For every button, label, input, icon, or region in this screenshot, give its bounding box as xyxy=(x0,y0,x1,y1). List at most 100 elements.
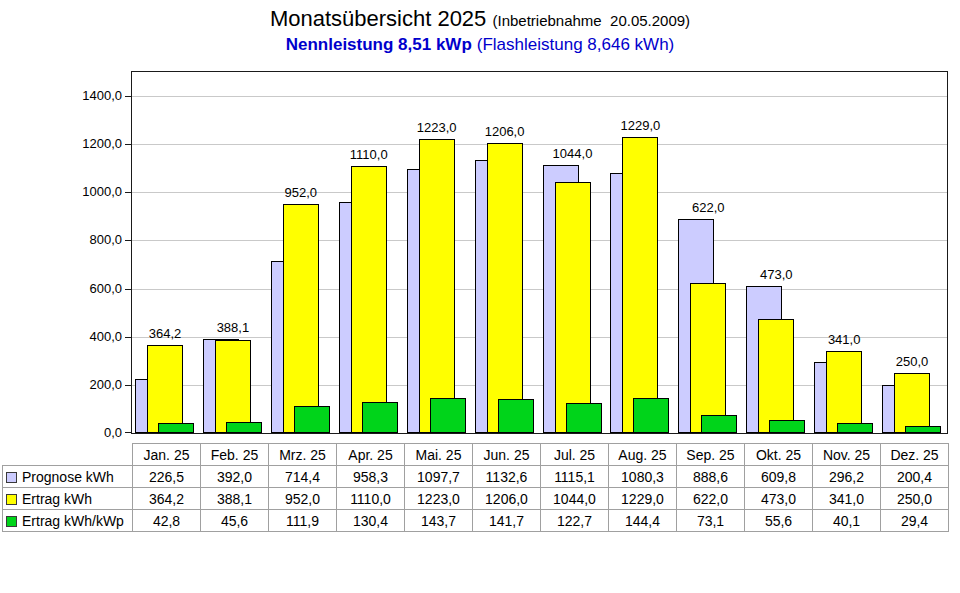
table-value-ertrag-kwh-kwp-jun-25: 141,7 xyxy=(473,510,541,532)
chart-title-note: (Inbetriebnahme 20.05.2009) xyxy=(492,12,690,29)
legend-cell-ertrag-kwh: Ertrag kWh xyxy=(3,488,133,510)
bar-ertrag-kwh-kwp-sep-25 xyxy=(701,415,737,433)
month-header-sep-25: Sep. 25 xyxy=(677,444,745,466)
solar-monthly-report: Monatsübersicht 2025 (Inbetriebnahme 20.… xyxy=(0,0,960,593)
month-header-dez-25: Dez. 25 xyxy=(881,444,949,466)
legend-label: Ertrag kWh xyxy=(22,491,92,507)
table-value-ertrag-kwh-feb-25: 388,1 xyxy=(201,488,269,510)
bar-ertrag-kwh-kwp-dez-25 xyxy=(905,426,941,433)
month-header-mai-25: Mai. 25 xyxy=(405,444,473,466)
gridline xyxy=(132,96,947,97)
bar-ertrag-kwh-dez-25 xyxy=(894,373,930,433)
bar-ertrag-kwh-kwp-mrz-25 xyxy=(294,406,330,433)
month-header-mrz-25: Mrz. 25 xyxy=(269,444,337,466)
bar-value-label-apr-25: 1110,0 xyxy=(314,147,424,162)
table-value-prognose-kwh-dez-25: 200,4 xyxy=(881,466,949,488)
bar-ertrag-kwh-kwp-aug-25 xyxy=(633,398,669,433)
legend-marker-ertrag-kwh xyxy=(6,494,17,505)
y-axis-tick-label: 1400,0 xyxy=(62,88,122,104)
bar-ertrag-kwh-mrz-25 xyxy=(283,204,319,433)
legend-marker-ertrag-kwh-kwp xyxy=(6,516,17,527)
y-axis-tick-label: 200,0 xyxy=(62,377,122,393)
plot-area: 0,0200,0400,0600,0800,01000,01200,01400,… xyxy=(131,71,948,434)
table-value-ertrag-kwh-jul-25: 1044,0 xyxy=(541,488,609,510)
chart-subtitle-line: Nennleistung 8,51 kWp (Flashleistung 8,64… xyxy=(0,34,960,55)
month-header-apr-25: Apr. 25 xyxy=(337,444,405,466)
gridline xyxy=(132,240,947,241)
table-value-ertrag-kwh-kwp-aug-25: 144,4 xyxy=(609,510,677,532)
gridline xyxy=(132,289,947,290)
chart-title: Monatsübersicht 2025 xyxy=(270,6,486,31)
table-value-ertrag-kwh-kwp-jul-25: 122,7 xyxy=(541,510,609,532)
y-axis-tick-label: 1200,0 xyxy=(62,136,122,152)
table-value-ertrag-kwh-apr-25: 1110,0 xyxy=(337,488,405,510)
table-value-ertrag-kwh-sep-25: 622,0 xyxy=(677,488,745,510)
table-value-ertrag-kwh-kwp-nov-25: 40,1 xyxy=(813,510,881,532)
bar-ertrag-kwh-kwp-okt-25 xyxy=(769,420,805,433)
table-value-ertrag-kwh-jan-25: 364,2 xyxy=(133,488,201,510)
bar-value-label-mrz-25: 952,0 xyxy=(246,185,356,200)
chart-subtitle-bold: Nennleistung 8,51 kWp xyxy=(286,35,472,54)
y-axis-tick-label: 1000,0 xyxy=(62,184,122,200)
table-value-ertrag-kwh-aug-25: 1229,0 xyxy=(609,488,677,510)
y-axis-tick xyxy=(125,289,132,290)
table-row-prognose-kwh: Prognose kWh226,5392,0714,4958,31097,7 11… xyxy=(3,466,949,488)
table-corner-cell xyxy=(3,444,133,466)
bar-ertrag-kwh-kwp-jun-25 xyxy=(498,399,534,433)
table-value-ertrag-kwh-kwp-dez-25: 29,4 xyxy=(881,510,949,532)
table-value-prognose-kwh-mai-25: 1097,7 xyxy=(405,466,473,488)
bar-value-label-aug-25: 1229,0 xyxy=(585,118,695,133)
bar-value-label-okt-25: 473,0 xyxy=(721,267,831,282)
table-value-prognose-kwh-okt-25: 609,8 xyxy=(745,466,813,488)
y-axis-tick xyxy=(125,385,132,386)
bar-ertrag-kwh-kwp-feb-25 xyxy=(226,422,262,433)
bar-ertrag-kwh-kwp-nov-25 xyxy=(837,423,873,433)
y-axis-tick-label: 600,0 xyxy=(62,281,122,297)
month-header-jul-25: Jul. 25 xyxy=(541,444,609,466)
table-value-ertrag-kwh-jun-25: 1206,0 xyxy=(473,488,541,510)
table-value-prognose-kwh-jul-25: 1115,1 xyxy=(541,466,609,488)
table-value-prognose-kwh-jan-25: 226,5 xyxy=(133,466,201,488)
table-value-ertrag-kwh-kwp-mai-25: 143,7 xyxy=(405,510,473,532)
table-value-prognose-kwh-mrz-25: 714,4 xyxy=(269,466,337,488)
y-axis-tick xyxy=(125,432,132,433)
month-header-nov-25: Nov. 25 xyxy=(813,444,881,466)
bar-value-label-feb-25: 388,1 xyxy=(178,320,288,335)
y-axis-tick xyxy=(125,96,132,97)
month-header-aug-25: Aug. 25 xyxy=(609,444,677,466)
table-value-ertrag-kwh-okt-25: 473,0 xyxy=(745,488,813,510)
bar-ertrag-kwh-mai-25 xyxy=(419,139,455,433)
table-value-ertrag-kwh-dez-25: 250,0 xyxy=(881,488,949,510)
table-value-prognose-kwh-sep-25: 888,6 xyxy=(677,466,745,488)
data-table: Jan. 25Feb. 25Mrz. 25Apr. 25Mai. 25Jun. … xyxy=(2,443,949,532)
bar-ertrag-kwh-jul-25 xyxy=(555,182,591,433)
bar-ertrag-kwh-kwp-mai-25 xyxy=(430,398,466,433)
legend-marker-prognose-kwh xyxy=(6,472,17,483)
month-header-okt-25: Okt. 25 xyxy=(745,444,813,466)
table-value-prognose-kwh-feb-25: 392,0 xyxy=(201,466,269,488)
table-value-ertrag-kwh-kwp-apr-25: 130,4 xyxy=(337,510,405,532)
table-value-ertrag-kwh-kwp-mrz-25: 111,9 xyxy=(269,510,337,532)
bar-ertrag-kwh-jan-25 xyxy=(147,345,183,433)
bar-value-label-sep-25: 622,0 xyxy=(653,200,763,215)
bar-ertrag-kwh-kwp-jul-25 xyxy=(566,403,602,433)
table-value-ertrag-kwh-kwp-feb-25: 45,6 xyxy=(201,510,269,532)
table-row-ertrag-kwh-kwp: Ertrag kWh/kWp42,845,6111,9130,4143,7141… xyxy=(3,510,949,532)
y-axis-tick-label: 800,0 xyxy=(62,232,122,248)
bar-ertrag-kwh-kwp-jan-25 xyxy=(158,423,194,433)
chart-subtitle-rest: (Flashleistung 8,646 kWh) xyxy=(477,35,674,54)
legend-label: Ertrag kWh/kWp xyxy=(22,513,124,529)
table-value-ertrag-kwh-kwp-sep-25: 73,1 xyxy=(677,510,745,532)
bar-ertrag-kwh-feb-25 xyxy=(215,340,251,433)
bar-value-label-jun-25: 1206,0 xyxy=(450,124,560,139)
bar-ertrag-kwh-apr-25 xyxy=(351,166,387,433)
table-value-prognose-kwh-apr-25: 958,3 xyxy=(337,466,405,488)
bar-value-label-dez-25: 250,0 xyxy=(857,354,960,369)
month-header-feb-25: Feb. 25 xyxy=(201,444,269,466)
bar-ertrag-kwh-sep-25 xyxy=(690,283,726,433)
bar-ertrag-kwh-jun-25 xyxy=(487,143,523,433)
table-value-ertrag-kwh-kwp-okt-25: 55,6 xyxy=(745,510,813,532)
legend-cell-prognose-kwh: Prognose kWh xyxy=(3,466,133,488)
chart-title-line: Monatsübersicht 2025 (Inbetriebnahme 20.… xyxy=(0,6,960,34)
table-value-prognose-kwh-nov-25: 296,2 xyxy=(813,466,881,488)
